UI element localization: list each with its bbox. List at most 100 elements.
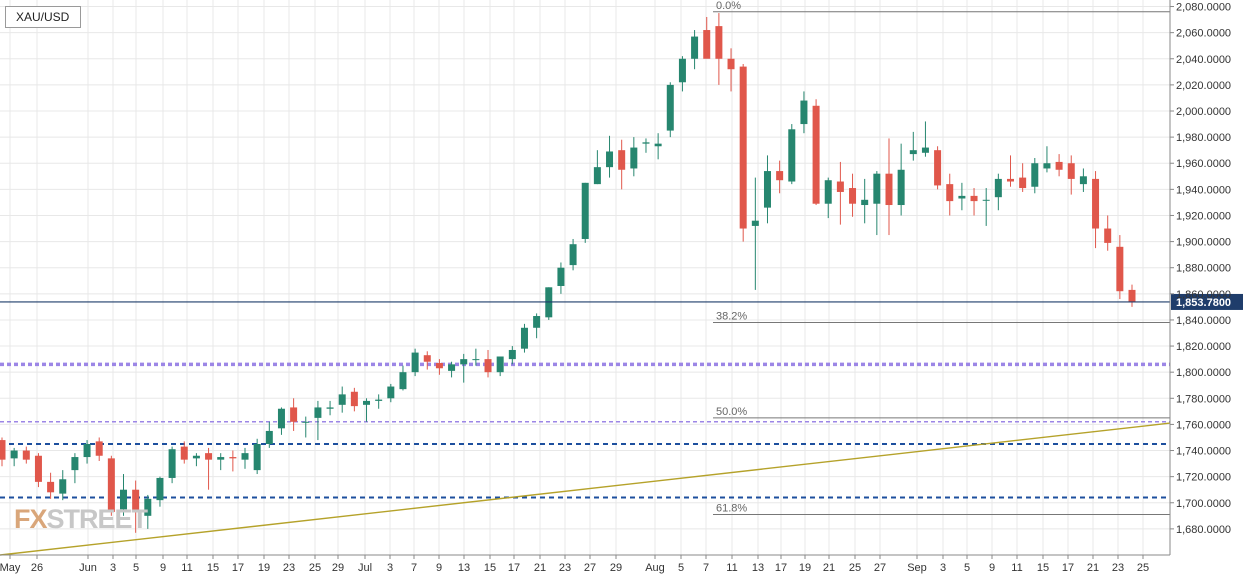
x-tick-label: 25 [309,562,321,574]
x-tick-label: 7 [411,562,417,574]
candle-body [10,450,18,459]
candle-body [205,453,213,460]
x-tick-label: 27 [874,562,886,574]
y-tick-label: 1,820.0000 [1176,341,1231,353]
candle-body [666,84,674,131]
candle-body [47,481,55,493]
y-tick-label: 1,860.0000 [1176,289,1231,301]
y-tick-label: 1,740.0000 [1176,446,1231,458]
candle-body [508,349,516,360]
x-tick-label: 3 [940,562,946,574]
y-tick-label: 1,680.0000 [1176,524,1231,536]
x-tick-label: 15 [484,562,496,574]
candle-body [581,182,589,239]
candle-body [277,408,285,429]
candle-body [921,147,929,153]
candle-body [958,195,966,199]
candle-body [739,66,747,229]
fxstreet-logo: FXSTREET [14,504,149,535]
x-tick-label: 17 [775,562,787,574]
candle-body [1019,177,1027,189]
candle-body [375,399,383,401]
candle-body [678,58,686,83]
x-tick-label: 9 [160,562,166,574]
price-tag-box [1171,293,1243,310]
x-tick-label: 21 [534,562,546,574]
candle-body [95,441,103,456]
grid [0,0,1170,555]
symbol-text: XAU/USD [16,10,70,24]
candle-body [423,355,431,362]
y-tick-label: 1,920.0000 [1176,210,1231,222]
x-tick-label: 23 [283,562,295,574]
x-tick-label: 21 [823,562,835,574]
x-tick-label: 23 [559,562,571,574]
candle-body [1116,246,1124,292]
candle-body [472,359,480,361]
x-tick-label: 5 [133,562,139,574]
candle-body [217,457,225,460]
candle-body [861,199,869,206]
x-tick-label: 13 [458,562,470,574]
x-tick-label: 15 [207,562,219,574]
y-tick-label: 1,900.0000 [1176,237,1231,249]
candle-body [1128,289,1136,302]
candle-body [363,400,371,405]
candle-body [399,372,407,390]
plot-area [0,0,1170,555]
candle-body [691,36,699,59]
candle-body [703,30,711,59]
candle-body [350,391,358,407]
candle-body [533,316,541,328]
symbol-label[interactable]: XAU/USD [5,6,81,28]
x-tick-label: 11 [726,562,737,574]
x-tick-label: 15 [1037,562,1049,574]
x-tick-label: 17 [1062,562,1074,574]
candle-body [873,173,881,204]
candle-body [751,220,759,226]
fib-label: 0.0% [716,0,741,12]
x-tick-label: 5 [964,562,970,574]
candle-body [982,199,990,201]
candle-body [132,489,140,512]
logo-part-fx: FX [14,504,48,534]
candle-body [618,150,626,170]
candle-body [593,167,601,185]
x-tick-label: 27 [584,562,596,574]
candle-body [1079,176,1087,185]
candle-body [849,188,857,204]
candle-body [788,129,796,182]
candle-body [120,489,128,510]
fib-label: 50.0% [716,406,747,418]
candle-body [387,386,395,399]
candle-body [763,171,771,208]
candle-body [83,444,91,458]
x-tick-label: 9 [436,562,442,574]
candle-body [496,356,504,373]
candle-body [800,100,808,125]
x-tick-label: Sep [907,562,927,574]
x-tick-label: 25 [1137,562,1149,574]
candle-body [1092,178,1100,229]
x-tick-label: 21 [1087,562,1099,574]
x-tick-label: 29 [610,562,622,574]
candle-body [302,421,310,423]
candle-body [642,142,650,144]
candle-body [934,150,942,186]
x-tick-label: Aug [645,562,665,574]
candle-body [1067,163,1075,179]
y-tick-label: 1,760.0000 [1176,419,1231,431]
x-tick-label: Jun [79,562,97,574]
candle-body [1006,178,1014,182]
candle-body [156,477,164,501]
x-tick-label: Jul [358,562,372,574]
candle-body [460,359,468,365]
logo-part-street: STREET [46,504,149,534]
candle-body [180,446,188,460]
y-tick-label: 1,800.0000 [1176,367,1231,379]
candle-body [265,430,273,444]
candle-body [168,449,176,478]
candle-body [727,58,735,70]
